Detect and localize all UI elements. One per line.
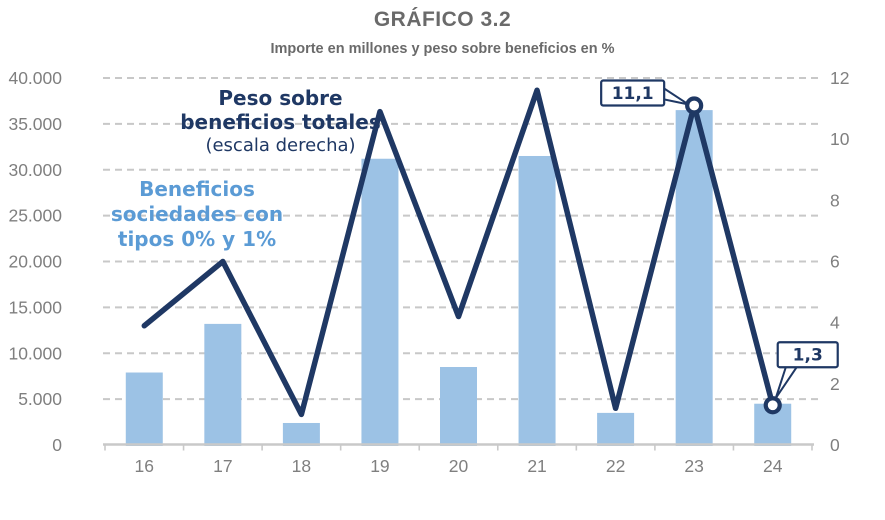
callout-box-24 — [776, 341, 839, 369]
y-axis-right-tick-label: 10 — [830, 129, 850, 149]
x-axis-tick-label: 21 — [527, 456, 546, 476]
x-axis-tick-label: 20 — [449, 456, 469, 476]
bar-17 — [204, 323, 242, 446]
line-marker-23 — [685, 96, 704, 115]
chart-subtitle: Importe en millones y peso sobre benefic… — [270, 41, 615, 57]
x-axis-tick-label: 22 — [606, 456, 625, 476]
y-axis-left-tick-label: 15.000 — [8, 297, 62, 317]
y-axis-right-tick-label: 12 — [830, 68, 849, 88]
y-axis-left-tick-label: 40.000 — [8, 68, 62, 88]
line-series-label-line2: beneficios totales — [180, 110, 381, 134]
y-axis-right-tick-label: 0 — [830, 435, 840, 455]
bar-series-label-line3: tipos 0% y 1% — [117, 227, 277, 251]
x-axis-tick-label: 23 — [684, 456, 703, 476]
x-axis-tick-label: 16 — [135, 456, 154, 476]
y-axis-left-tick-label: 10.000 — [8, 343, 62, 363]
line-marker-24 — [763, 396, 782, 415]
y-axis-right-tick-label: 4 — [830, 313, 840, 333]
bar-16 — [125, 372, 163, 446]
chart-title: GRÁFICO 3.2 — [373, 8, 512, 31]
line-series-path — [141, 87, 776, 418]
bar-23 — [675, 110, 713, 447]
y-axis-left-tick-label: 35.000 — [8, 114, 62, 134]
bar-series-label-line1: Beneficios — [139, 177, 255, 201]
bar-20 — [440, 367, 477, 446]
x-axis-tick-label: 24 — [763, 456, 783, 476]
bar-21 — [518, 155, 556, 447]
y-axis-right-tick-label: 8 — [830, 190, 840, 210]
y-axis-left-tick-label: 25.000 — [8, 206, 62, 226]
y-axis-left-tick-label: 5.000 — [18, 389, 62, 409]
x-axis-tick-label: 17 — [213, 456, 232, 476]
x-axis-tick-label: 19 — [370, 456, 389, 476]
callout-value-23: 11,1 — [612, 84, 654, 104]
callout-box-23 — [600, 79, 666, 107]
line-series-sublabel: (escala derecha) — [205, 135, 356, 156]
y-axis-left-tick-label: 30.000 — [8, 160, 62, 180]
x-axis-tick-label: 18 — [292, 456, 311, 476]
y-axis-left-tick-label: 0 — [52, 435, 62, 455]
y-axis-left-tick-label: 20.000 — [8, 252, 62, 272]
bar-series-label: Beneficios sociedades con tipos 0% y 1% — [98, 177, 296, 252]
callout-value-24: 1,3 — [793, 346, 823, 366]
y-axis-right-tick-label: 6 — [830, 252, 840, 272]
bar-22 — [597, 412, 635, 446]
line-series-label-line1: Peso sobre — [218, 86, 343, 110]
bar-18 — [282, 422, 320, 446]
bar-19 — [361, 158, 399, 447]
y-axis-right-tick-label: 2 — [830, 374, 840, 394]
line-series-label: Peso sobre beneficios totales (escala de… — [168, 86, 393, 157]
bar-series-label-line2: sociedades con — [110, 202, 284, 226]
